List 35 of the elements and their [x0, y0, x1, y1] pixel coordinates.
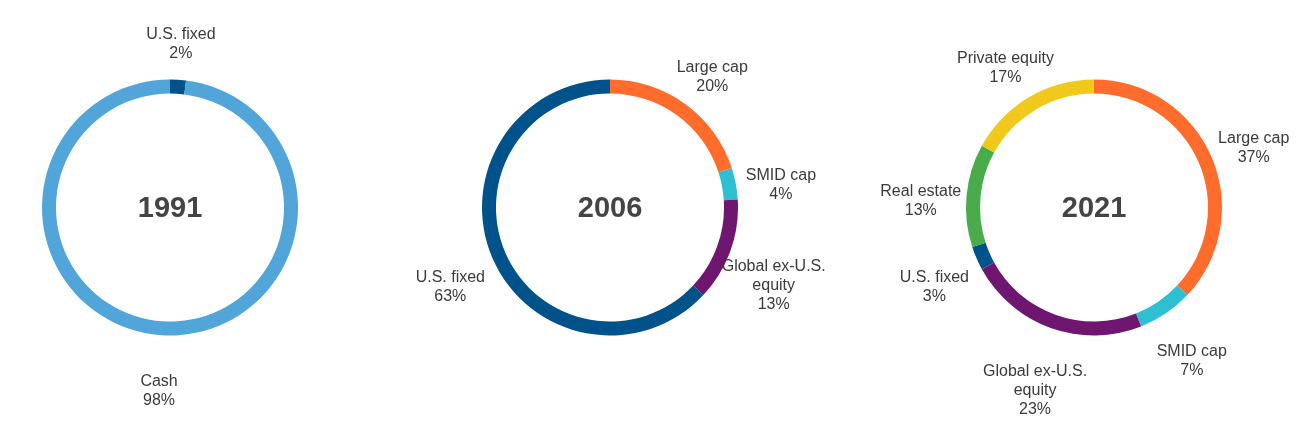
slice-label: Global ex-U.S. equity: [721, 257, 826, 294]
data-label: 37%: [1237, 148, 1270, 166]
slice-label: Large cap: [1218, 129, 1290, 147]
donut-slice: [972, 242, 995, 270]
slice-label: Cash: [140, 372, 178, 390]
slice-label: SMID cap: [1156, 342, 1228, 360]
data-label: 63%: [434, 286, 467, 304]
data-label: 17%: [989, 67, 1022, 85]
data-label: 7%: [1180, 361, 1204, 379]
data-label: 23%: [1019, 400, 1052, 418]
slice-label: SMID cap: [745, 165, 817, 183]
data-label: 2%: [169, 43, 193, 61]
data-label: 20%: [696, 76, 729, 94]
data-label: 4%: [769, 184, 793, 202]
data-label: 3%: [922, 286, 946, 304]
donut-slice: [981, 262, 1142, 336]
donut-slice: [170, 79, 187, 95]
data-label: 98%: [143, 391, 176, 409]
slice-label: U.S. fixed: [415, 267, 485, 285]
text: 1991: [137, 190, 203, 223]
data-label: 13%: [904, 201, 937, 219]
slice-label: Real estate: [880, 182, 962, 200]
slice-label: Global ex-U.S. equity: [983, 362, 1088, 399]
donut-slice: [610, 79, 732, 173]
donut-slice: [1135, 285, 1188, 327]
donut-slice: [718, 167, 738, 201]
data-label: 13%: [757, 295, 790, 313]
text: 2006: [577, 190, 643, 223]
text: 2021: [1061, 190, 1127, 223]
slice-label: Private equity: [956, 48, 1054, 66]
slice-label: U.S. fixed: [146, 24, 216, 42]
donut-slice: [42, 79, 298, 336]
slice-label: Large cap: [676, 57, 748, 75]
donut-slice: [966, 145, 995, 248]
slice-label: U.S. fixed: [899, 267, 969, 285]
